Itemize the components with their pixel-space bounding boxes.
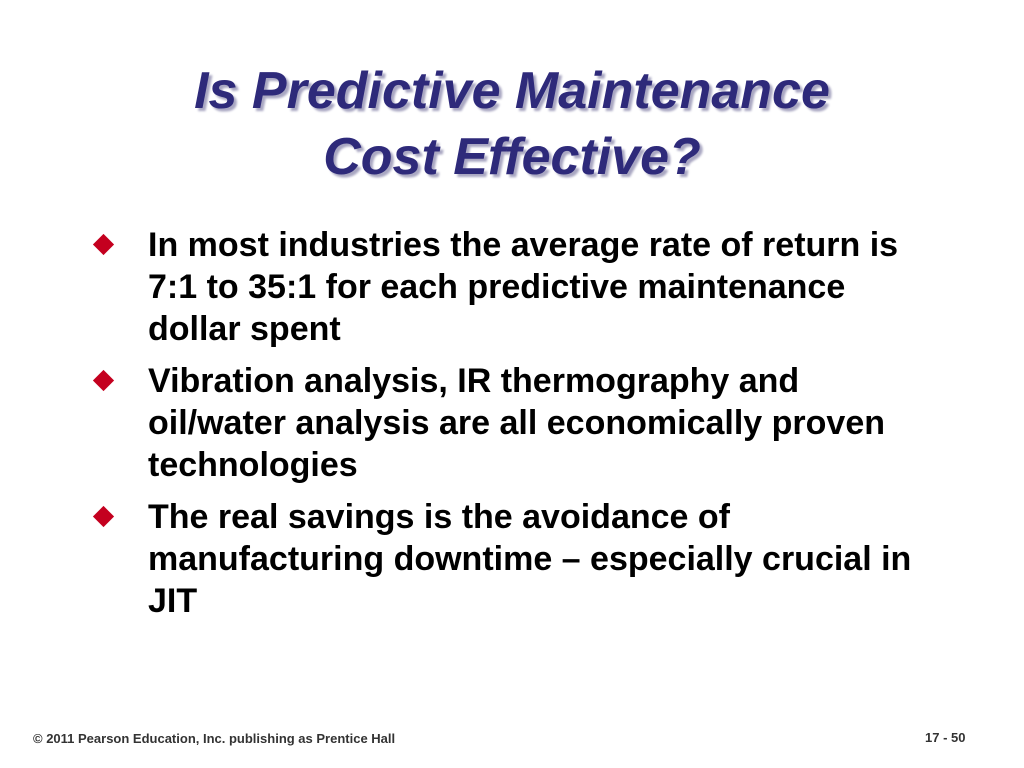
page-number: 17 - 50 xyxy=(925,730,966,745)
bullet-item: Vibration analysis, IR thermography and … xyxy=(90,360,920,486)
bullet-item: In most industries the average rate of r… xyxy=(90,224,920,350)
bullet-text: The real savings is the avoidance of man… xyxy=(148,498,912,620)
diamond-bullet-icon xyxy=(92,505,115,528)
bullet-text: In most industries the average rate of r… xyxy=(148,226,899,348)
bullet-list: In most industries the average rate of r… xyxy=(90,224,920,632)
bullet-item: The real savings is the avoidance of man… xyxy=(90,496,920,622)
footer-copyright: © 2011 Pearson Education, Inc. publishin… xyxy=(33,731,396,746)
diamond-bullet-icon xyxy=(92,233,115,256)
title-line-2: Cost Effective? xyxy=(323,128,701,186)
bullet-text: Vibration analysis, IR thermography and … xyxy=(148,362,885,484)
diamond-bullet-icon xyxy=(92,369,115,392)
title-line-1: Is Predictive Maintenance xyxy=(194,62,830,120)
slide-title: Is Predictive Maintenance Cost Effective… xyxy=(40,58,984,190)
